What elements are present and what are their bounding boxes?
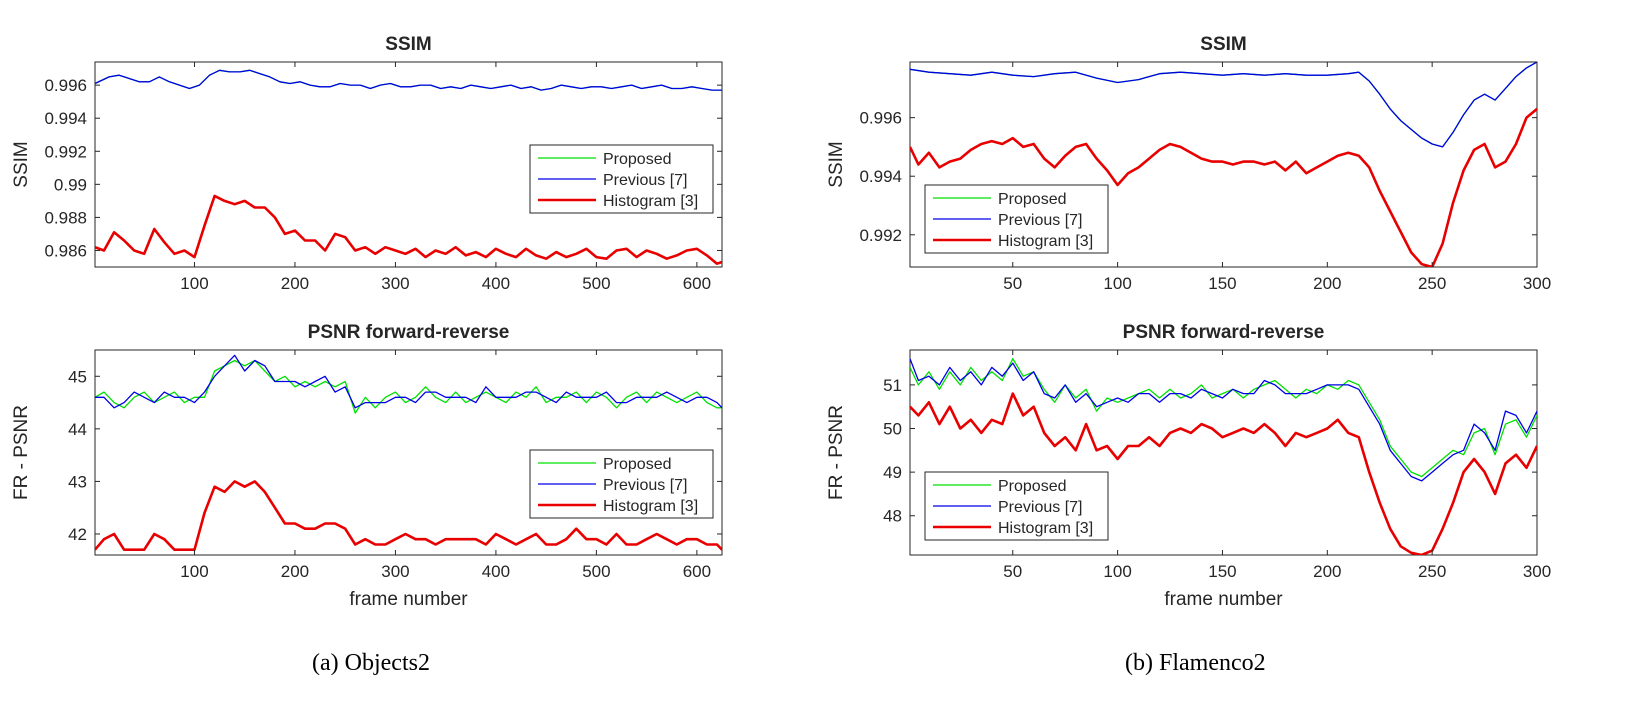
y-tick-label: 0.996: [44, 76, 87, 95]
legend: Proposed Previous [7] Histogram [3]: [924, 184, 1109, 254]
y-axis-label: FR - PSNR: [11, 405, 32, 500]
legend-label-0: Proposed: [998, 191, 1067, 208]
x-tick-label: 300: [1523, 274, 1551, 293]
x-tick-label: 150: [1208, 562, 1236, 581]
series-line-2: [95, 480, 722, 552]
chart-title: SSIM: [1200, 34, 1246, 55]
chart-objects2-ssim: 100 200 300 400 500 600 0.986 0.988 0.99 0.992 0.9…: [11, 34, 723, 293]
chart-title: SSIM: [385, 34, 431, 55]
x-tick-label: 100: [1103, 562, 1131, 581]
x-tick-label: 600: [683, 562, 711, 581]
x-axis-label: frame number: [1164, 589, 1283, 610]
y-tick-label: 0.996: [859, 109, 902, 128]
chart-flamenco2-ssim: 50 100 150 200 250 300 0.992 0.994 0.996 SSIM SSIM…: [826, 34, 1551, 293]
y-tick-label: 0.994: [859, 167, 902, 186]
legend-label-0: Proposed: [603, 456, 672, 473]
series-line-1: [95, 69, 722, 91]
x-tick-label: 100: [180, 562, 208, 581]
y-tick-label: 50: [883, 420, 902, 439]
x-tick-label: 300: [381, 274, 409, 293]
x-tick-label: 200: [1313, 562, 1341, 581]
series-line-2: [910, 107, 1537, 267]
x-tick-label: 150: [1208, 274, 1236, 293]
y-tick-label: 0.99: [54, 175, 87, 194]
x-tick-label: 200: [281, 274, 309, 293]
y-tick-label: 48: [883, 507, 902, 526]
x-tick-label: 100: [180, 274, 208, 293]
y-tick-label: 45: [68, 367, 87, 386]
legend: Proposed Previous [7] Histogram [3]: [529, 144, 714, 214]
y-tick-label: 44: [68, 420, 87, 439]
series-line-1: [95, 354, 722, 409]
x-tick-label: 250: [1418, 562, 1446, 581]
x-tick-label: 300: [1523, 562, 1551, 581]
legend-label-0: Proposed: [603, 151, 672, 168]
subplots: 100 200 300 400 500 600 0.986 0.988 0.99 0.992 0.9…: [11, 34, 1551, 610]
chart-title: PSNR forward-reverse: [1123, 322, 1325, 343]
y-tick-label: 0.994: [44, 109, 87, 128]
x-tick-label: 300: [381, 562, 409, 581]
x-tick-label: 200: [281, 562, 309, 581]
chart-objects2-psnr: 100 200 300 400 500 600 42 43 44 45 PSNR forward-r…: [11, 322, 723, 610]
caption-flamenco2: (b) Flamenco2: [1125, 650, 1266, 676]
y-axis-label: SSIM: [826, 141, 847, 187]
x-tick-label: 250: [1418, 274, 1446, 293]
legend-label-2: Histogram [3]: [998, 520, 1093, 537]
series-line-1: [910, 358, 1537, 482]
x-axis-label: frame number: [349, 589, 468, 610]
legend-label-2: Histogram [3]: [603, 193, 698, 210]
legend: Proposed Previous [7] Histogram [3]: [924, 471, 1109, 541]
series-line-2: [95, 194, 722, 266]
x-tick-label: 50: [1003, 274, 1022, 293]
y-tick-label: 49: [883, 463, 902, 482]
legend-label-1: Previous [7]: [998, 499, 1082, 516]
x-tick-label: 400: [482, 562, 510, 581]
y-tick-label: 43: [68, 472, 87, 491]
series-line-0: [910, 358, 1537, 478]
legend-label-1: Previous [7]: [603, 477, 687, 494]
series-line-1: [910, 62, 1537, 148]
y-tick-label: 42: [68, 525, 87, 544]
y-tick-label: 0.992: [859, 226, 902, 245]
legend-label-2: Histogram [3]: [603, 498, 698, 515]
x-tick-label: 50: [1003, 562, 1022, 581]
legend-label-1: Previous [7]: [998, 212, 1082, 229]
y-axis-label: SSIM: [11, 141, 32, 187]
y-tick-label: 0.992: [44, 142, 87, 161]
legend-label-0: Proposed: [998, 478, 1067, 495]
legend-label-2: Histogram [3]: [998, 233, 1093, 250]
legend: Proposed Previous [7] Histogram [3]: [529, 449, 714, 519]
chart-title: PSNR forward-reverse: [308, 322, 510, 343]
y-tick-label: 0.986: [44, 241, 87, 260]
caption-objects2: (a) Objects2: [312, 650, 430, 676]
x-tick-label: 200: [1313, 274, 1341, 293]
y-tick-label: 51: [883, 376, 902, 395]
y-axis-label: FR - PSNR: [826, 405, 847, 500]
chart-flamenco2-psnr: 50 100 150 200 250 300 48 49 50 51 PSNR forward-re…: [826, 322, 1551, 610]
x-tick-label: 500: [582, 562, 610, 581]
x-tick-label: 100: [1103, 274, 1131, 293]
x-tick-label: 600: [683, 274, 711, 293]
x-tick-label: 400: [482, 274, 510, 293]
legend-label-1: Previous [7]: [603, 172, 687, 189]
x-tick-label: 500: [582, 274, 610, 293]
y-tick-label: 0.988: [44, 208, 87, 227]
